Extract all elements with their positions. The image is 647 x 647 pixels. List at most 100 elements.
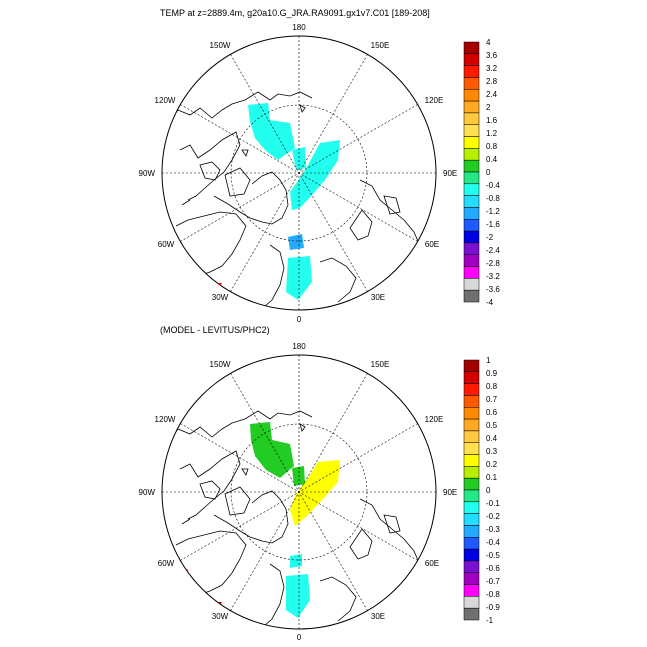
bottom-colorbar-swatch <box>463 537 480 550</box>
top-colorbar-label: 2.4 <box>486 90 498 99</box>
bottom-colorbar-label: 1 <box>486 356 491 365</box>
bottom-colorbar-swatch <box>463 572 480 585</box>
bottom-colorbar-swatch <box>463 525 480 538</box>
bottom-colorbar-swatch <box>463 501 480 514</box>
bottom-colorbar-label: 0.4 <box>486 434 498 443</box>
top-colorbar-label: -1.2 <box>486 207 500 216</box>
bottom-colorbar-swatch <box>463 607 480 621</box>
bottom-colorbar-label: -1 <box>486 616 494 625</box>
bottom-colorbar-swatch <box>463 407 480 420</box>
top-colorbar-label: 3.6 <box>486 51 498 60</box>
top-colorbar-label: 1.2 <box>486 129 498 138</box>
top-colorbar-swatch <box>463 77 480 90</box>
bottom-colorbar-swatch <box>463 395 480 408</box>
bottom-colorbar-swatch <box>463 548 480 562</box>
top-colorbar-swatch <box>463 230 480 244</box>
top-lon-90e: 90E <box>443 169 457 178</box>
bottom-fill-cyan-b <box>286 574 310 618</box>
bottom-map-title: (MODEL - LEVITUS/PHC2) <box>160 325 270 335</box>
bottom-colorbar-label: -0.4 <box>486 538 500 547</box>
top-map: 180 0 90W 90E 150W 120W 60W 30W 150E 120… <box>139 23 501 324</box>
bottom-colorbar-label: -0.1 <box>486 499 500 508</box>
top-colorbar-swatch <box>463 289 480 303</box>
bottom-colorbar-swatch <box>463 560 480 573</box>
top-colorbar-label: -4 <box>486 298 494 307</box>
top-colorbar: 4 3.6 3.2 2.8 2.4 2 1.6 1.2 0.8 0.4 0 -0.4 -0.8 -1.2 -… <box>463 38 500 307</box>
bottom-colorbar-label: -0.6 <box>486 564 500 573</box>
top-colorbar-label: -3.2 <box>486 272 500 281</box>
top-colorbar-swatch <box>463 148 480 161</box>
bottom-coastlines <box>169 410 421 627</box>
top-lon-30w: 30W <box>212 293 229 302</box>
top-lon-150e: 150E <box>371 41 390 50</box>
top-colorbar-label: 0 <box>486 168 491 177</box>
bottom-lon-60e: 60E <box>425 559 439 568</box>
bottom-colorbar-label: 0.8 <box>486 382 498 391</box>
bottom-colorbar-label: 0.9 <box>486 369 498 378</box>
bottom-lon-30w: 30W <box>212 612 229 621</box>
top-colorbar-swatch <box>463 278 480 291</box>
bottom-colorbar-swatch <box>463 466 480 479</box>
top-colorbar-label: 0.4 <box>486 155 498 164</box>
bottom-colorbar-label: 0.7 <box>486 395 498 404</box>
bottom-colorbar-swatch <box>463 513 480 526</box>
bottom-colorbar-label: -0.5 <box>486 551 500 560</box>
top-colorbar-label: 1.6 <box>486 116 498 125</box>
bottom-lon-180: 180 <box>292 342 306 351</box>
top-colorbar-label: -0.4 <box>486 181 500 190</box>
bottom-fill-yellow <box>290 460 340 526</box>
bottom-colorbar-swatch <box>463 383 480 396</box>
top-lon-150w: 150W <box>210 41 231 50</box>
bottom-colorbar-swatch <box>463 489 480 503</box>
top-colorbar-swatch <box>463 41 480 55</box>
bottom-colorbar-label: -0.3 <box>486 525 500 534</box>
top-lon-120w: 120W <box>155 96 176 105</box>
bottom-lon-30e: 30E <box>371 612 385 621</box>
bottom-lon-60w: 60W <box>158 559 175 568</box>
top-colorbar-label: 0.8 <box>486 142 498 151</box>
bottom-colorbar-swatch <box>463 371 480 384</box>
bottom-lon-150w: 150W <box>210 360 231 369</box>
bottom-lon-90w: 90W <box>139 488 156 497</box>
bottom-lon-150e: 150E <box>371 360 390 369</box>
top-colorbar-swatch <box>463 207 480 220</box>
bottom-lon-90e: 90E <box>443 488 457 497</box>
bottom-colorbar-swatch <box>463 477 480 491</box>
bottom-map: 180 0 90W 90E 150W 120W 60W 30W 150E 120… <box>139 342 501 642</box>
top-lon-180: 180 <box>292 23 306 32</box>
bottom-colorbar-swatch <box>463 418 480 432</box>
bottom-colorbar-swatch <box>463 584 480 597</box>
bottom-colorbar-label: 0.6 <box>486 408 498 417</box>
bottom-lon-labels: 180 0 90W 90E 150W 120W 60W 30W 150E 120… <box>139 342 458 642</box>
top-colorbar-swatch <box>463 112 480 125</box>
top-colorbar-swatch <box>463 89 480 102</box>
bottom-colorbar-swatch <box>463 596 480 609</box>
top-colorbar-label: -3.6 <box>486 285 500 294</box>
bottom-lon-0: 0 <box>297 633 302 642</box>
bottom-colorbar-label: -0.2 <box>486 512 500 521</box>
bottom-colorbar-label: 0 <box>486 486 491 495</box>
top-colorbar-label: -1.6 <box>486 220 500 229</box>
bottom-colorbar-swatch <box>463 442 480 455</box>
top-colorbar-swatch <box>463 100 480 114</box>
bottom-graticule <box>162 355 436 629</box>
bottom-fill-cyan-a <box>290 554 302 568</box>
top-fill-blue <box>288 234 304 250</box>
top-colorbar-label: 2.8 <box>486 77 498 86</box>
top-colorbar-swatch <box>463 254 480 267</box>
top-map-title: TEMP at z=2889.4m, g20a10.G_JRA.RA9091.g… <box>160 8 430 18</box>
top-lon-60w: 60W <box>158 240 175 249</box>
top-colorbar-label: 4 <box>486 38 491 47</box>
top-colorbar-swatch <box>463 242 480 255</box>
top-colorbar-swatch <box>463 136 480 149</box>
bottom-colorbar-label: -0.9 <box>486 603 500 612</box>
top-graticule <box>162 36 436 310</box>
bottom-colorbar-label: 0.3 <box>486 447 498 456</box>
bottom-colorbar-swatch <box>463 454 480 467</box>
top-colorbar-swatch <box>463 53 480 66</box>
top-colorbar-label: 2 <box>486 103 491 112</box>
top-colorbar-label: -2.8 <box>486 259 500 268</box>
top-colorbar-swatch <box>463 266 480 279</box>
top-colorbar-label: 3.2 <box>486 64 498 73</box>
